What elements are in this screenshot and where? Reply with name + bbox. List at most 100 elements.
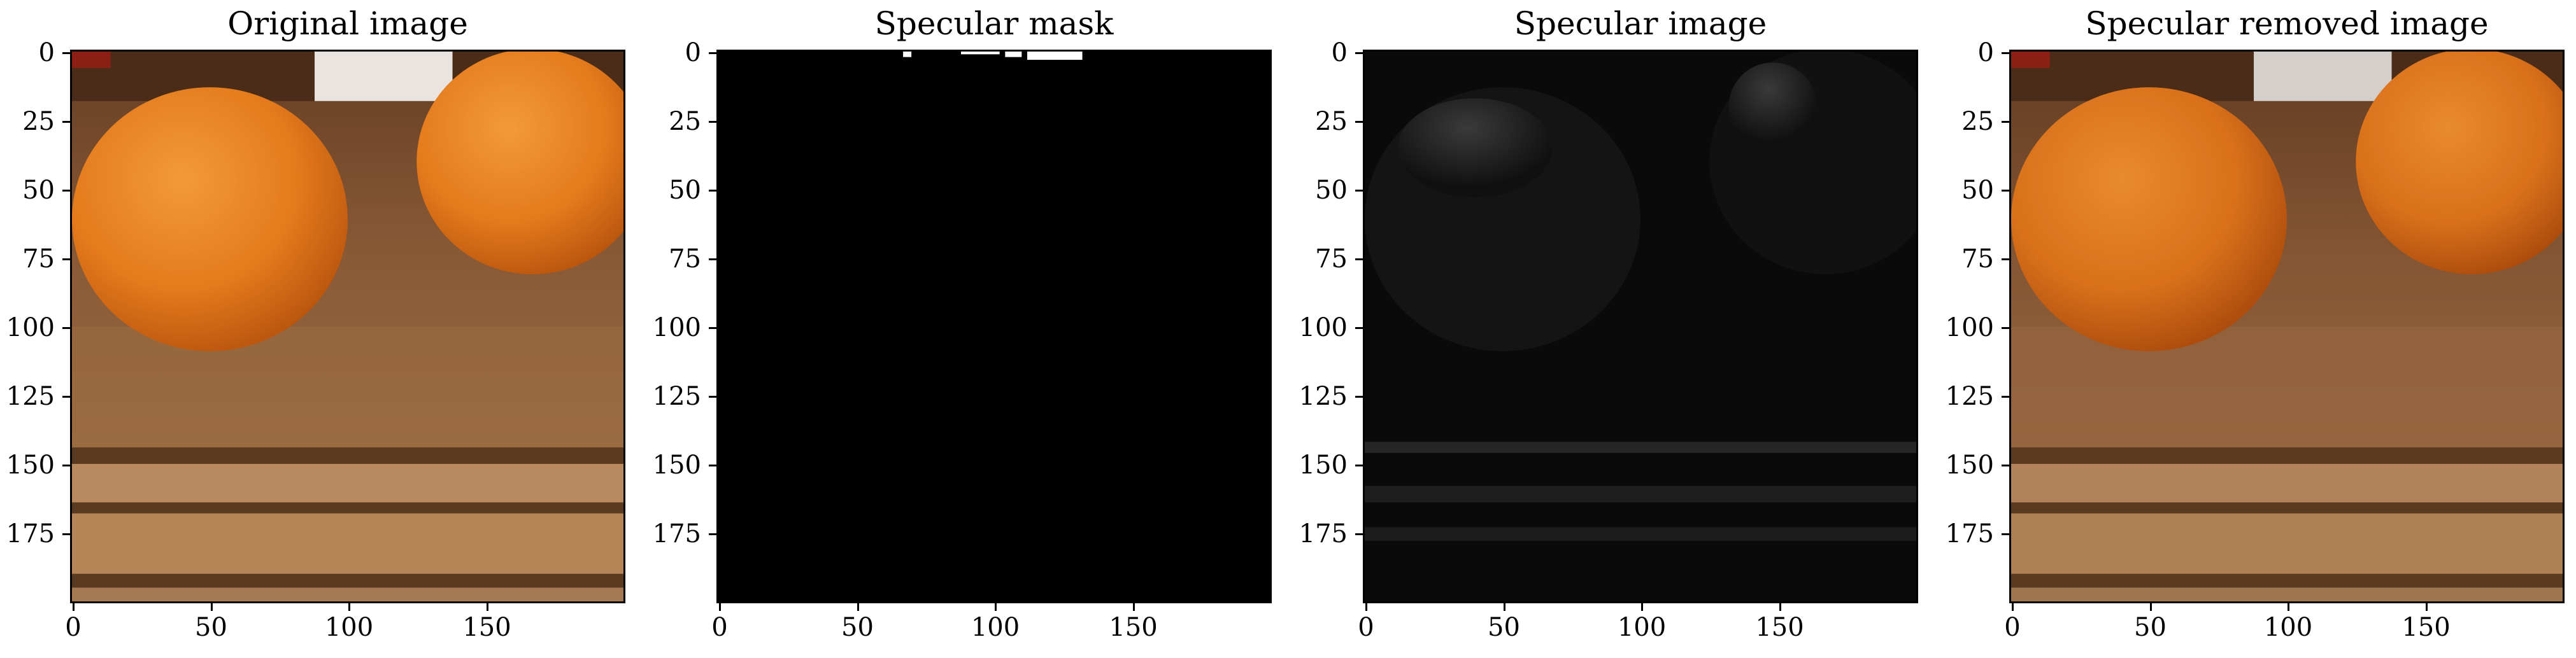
panel-specular: Specular image xyxy=(1363,0,1918,658)
original-image xyxy=(72,52,623,601)
y-tick-label: 75 xyxy=(1961,244,1994,274)
panel-original: Original image xyxy=(70,0,625,658)
y-tick-label: 25 xyxy=(669,107,701,136)
x-tick-mark xyxy=(2288,603,2289,611)
y-tick-label: 125 xyxy=(1945,382,1994,411)
x-tick-label: 100 xyxy=(1617,613,1667,642)
image-axes xyxy=(716,50,1272,603)
x-tick-label: 150 xyxy=(1755,613,1804,642)
image-axes xyxy=(70,50,625,603)
x-tick-label: 50 xyxy=(841,613,874,642)
y-tick-label: 25 xyxy=(1961,107,1994,136)
x-tick-label: 50 xyxy=(1488,613,1520,642)
y-tick-mark xyxy=(1355,52,1363,54)
y-tick-mark xyxy=(2002,52,2009,54)
x-tick-mark xyxy=(486,603,488,611)
y-tick-mark xyxy=(2002,190,2009,192)
x-tick-mark xyxy=(1503,603,1505,611)
y-tick-mark xyxy=(2002,465,2009,466)
x-tick-label: 0 xyxy=(2004,613,2021,642)
x-tick-mark xyxy=(857,603,859,611)
y-tick-label: 175 xyxy=(652,519,701,549)
x-tick-mark xyxy=(1132,603,1135,611)
x-tick-label: 0 xyxy=(1358,613,1374,642)
y-tick-mark xyxy=(709,258,716,260)
y-tick-label: 175 xyxy=(6,519,55,549)
x-tick-mark xyxy=(995,603,997,611)
x-tick-mark xyxy=(1641,603,1643,611)
x-tick-label: 0 xyxy=(65,613,82,642)
removed-image xyxy=(2011,52,2563,601)
x-tick-mark xyxy=(719,603,721,611)
y-tick-mark xyxy=(2002,121,2009,123)
y-tick-mark xyxy=(2002,258,2009,260)
x-tick-label: 100 xyxy=(324,613,374,642)
x-tick-mark xyxy=(210,603,213,611)
x-tick-label: 100 xyxy=(2263,613,2313,642)
y-tick-label: 0 xyxy=(38,38,55,67)
x-tick-label: 150 xyxy=(462,613,511,642)
x-tick-mark xyxy=(1365,603,1367,611)
y-tick-label: 150 xyxy=(1299,451,1348,480)
y-tick-label: 50 xyxy=(1961,176,1994,205)
y-tick-label: 75 xyxy=(669,244,701,274)
panel-title: Specular image xyxy=(1514,5,1767,42)
x-tick-label: 150 xyxy=(2402,613,2451,642)
y-tick-mark xyxy=(62,52,70,54)
y-tick-mark xyxy=(1355,396,1363,398)
y-tick-label: 50 xyxy=(22,176,55,205)
panel-mask: Specular mask xyxy=(716,0,1272,658)
y-tick-label: 0 xyxy=(1977,38,1994,67)
y-tick-mark xyxy=(62,396,70,398)
y-tick-mark xyxy=(62,121,70,123)
x-tick-label: 50 xyxy=(195,613,227,642)
y-tick-mark xyxy=(2002,533,2009,535)
y-tick-label: 175 xyxy=(1299,519,1348,549)
y-tick-label: 75 xyxy=(22,244,55,274)
y-tick-mark xyxy=(709,396,716,398)
y-tick-label: 50 xyxy=(1315,176,1348,205)
y-tick-label: 100 xyxy=(1945,313,1994,342)
mask-image xyxy=(718,52,1270,601)
y-tick-mark xyxy=(62,190,70,192)
y-tick-label: 0 xyxy=(1331,38,1348,67)
y-tick-label: 25 xyxy=(1315,107,1348,136)
panel-title: Specular removed image xyxy=(2085,5,2489,42)
y-tick-mark xyxy=(709,327,716,329)
y-tick-mark xyxy=(1355,258,1363,260)
x-tick-mark xyxy=(73,603,75,611)
y-tick-label: 125 xyxy=(652,382,701,411)
x-tick-mark xyxy=(2425,603,2428,611)
x-tick-label: 50 xyxy=(2134,613,2167,642)
image-axes xyxy=(2009,50,2565,603)
y-tick-label: 0 xyxy=(685,38,701,67)
image-axes xyxy=(1363,50,1918,603)
y-tick-label: 125 xyxy=(6,382,55,411)
y-tick-label: 75 xyxy=(1315,244,1348,274)
y-tick-mark xyxy=(1355,190,1363,192)
y-tick-label: 175 xyxy=(1945,519,1994,549)
y-tick-label: 125 xyxy=(1299,382,1348,411)
y-tick-label: 100 xyxy=(1299,313,1348,342)
x-tick-mark xyxy=(2149,603,2152,611)
y-tick-mark xyxy=(62,258,70,260)
specular-image xyxy=(1365,52,1916,601)
x-tick-label: 150 xyxy=(1109,613,1158,642)
y-tick-label: 150 xyxy=(6,451,55,480)
y-tick-mark xyxy=(1355,327,1363,329)
panel-title: Original image xyxy=(227,5,468,42)
y-tick-mark xyxy=(1355,533,1363,535)
y-tick-mark xyxy=(62,465,70,466)
y-tick-label: 150 xyxy=(652,451,701,480)
panel-title: Specular mask xyxy=(874,5,1114,42)
x-tick-label: 0 xyxy=(711,613,728,642)
y-tick-mark xyxy=(2002,327,2009,329)
y-tick-mark xyxy=(2002,396,2009,398)
y-tick-mark xyxy=(1355,465,1363,466)
y-tick-label: 25 xyxy=(22,107,55,136)
y-tick-mark xyxy=(709,533,716,535)
y-tick-mark xyxy=(709,52,716,54)
y-tick-mark xyxy=(62,533,70,535)
y-tick-label: 100 xyxy=(652,313,701,342)
